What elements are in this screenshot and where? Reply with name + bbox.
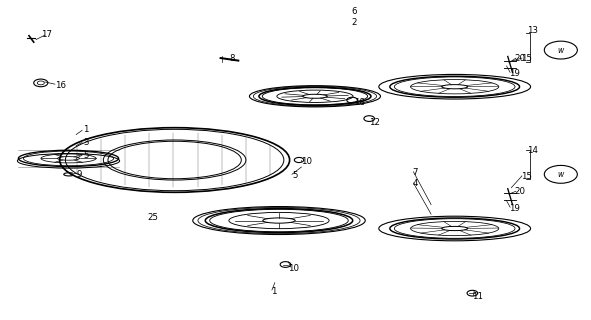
Text: 15: 15 [521, 54, 532, 63]
Text: 4: 4 [413, 180, 418, 188]
Text: 6: 6 [352, 7, 357, 16]
Text: 7: 7 [413, 168, 418, 177]
Text: 17: 17 [41, 30, 52, 39]
Text: 19: 19 [509, 204, 520, 213]
Text: 25: 25 [147, 213, 158, 222]
Text: 3: 3 [83, 138, 89, 147]
Text: w: w [558, 170, 564, 179]
Text: 13: 13 [527, 27, 538, 36]
Text: 12: 12 [369, 118, 380, 127]
Text: 5: 5 [83, 151, 89, 160]
Text: 20: 20 [515, 188, 526, 196]
Text: w: w [558, 45, 564, 55]
Text: 2: 2 [352, 19, 357, 28]
Text: 11: 11 [472, 292, 483, 301]
Text: 14: 14 [527, 146, 538, 155]
Text: 1: 1 [83, 125, 89, 134]
Text: 1: 1 [271, 287, 276, 296]
Text: 16: 16 [55, 81, 66, 90]
Text: 9: 9 [76, 170, 82, 179]
Text: 10: 10 [301, 157, 313, 166]
Text: 18: 18 [355, 98, 365, 107]
Text: 19: 19 [509, 69, 520, 78]
Text: 5: 5 [292, 171, 297, 180]
Text: 8: 8 [229, 53, 235, 62]
Text: 20: 20 [515, 54, 526, 63]
Text: 15: 15 [521, 172, 532, 181]
Text: 10: 10 [288, 264, 300, 273]
